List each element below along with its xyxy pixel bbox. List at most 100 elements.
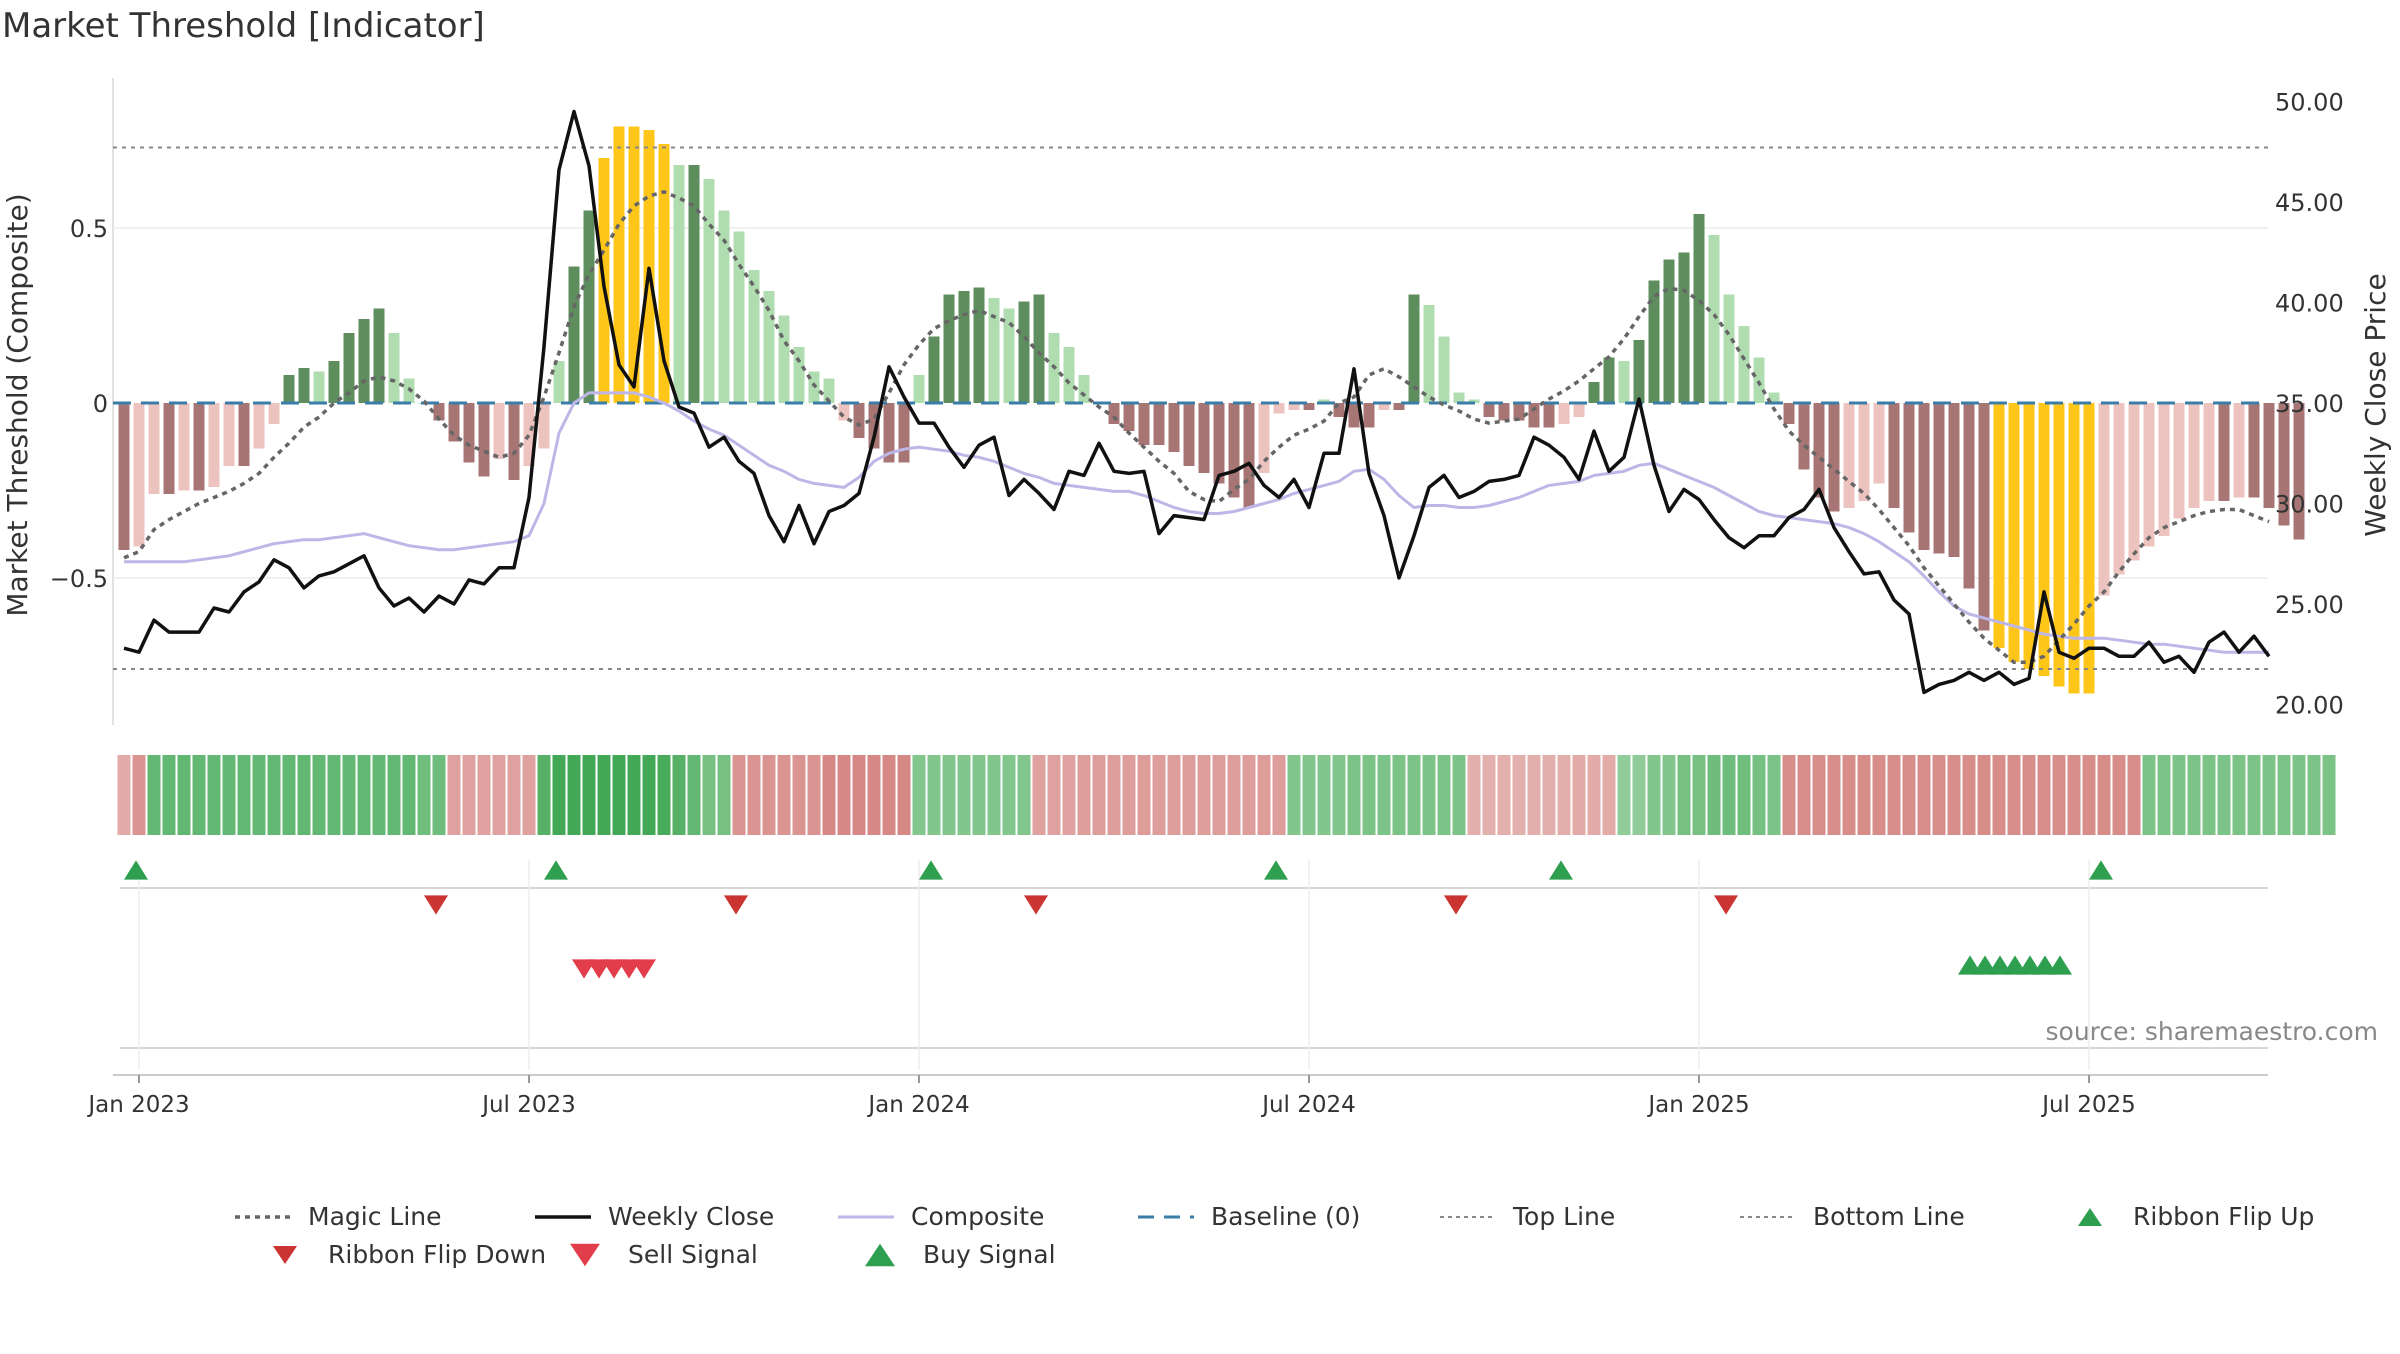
composite-bar: [1483, 403, 1495, 417]
ribbon-cell: [1077, 755, 1091, 835]
composite-bar: [2053, 403, 2065, 687]
ribbon-cell: [252, 755, 266, 835]
chart-title: Market Threshold [Indicator]: [2, 6, 485, 46]
ribbon-cell: [2247, 755, 2261, 835]
ribbon-cell: [2112, 755, 2126, 835]
ribbon-flip-up-marker: [1264, 860, 1288, 880]
ribbon-cell: [2217, 755, 2231, 835]
ribbon-cell: [1707, 755, 1721, 835]
composite-bar: [1843, 403, 1855, 508]
composite-bar: [898, 403, 910, 463]
ribbon-cell: [1137, 755, 1151, 835]
composite-bar: [673, 165, 685, 403]
composite-bars: [118, 126, 2305, 694]
composite-bar: [118, 403, 130, 550]
composite-bar: [1723, 294, 1735, 403]
composite-bar: [538, 403, 550, 449]
ribbon-cell: [1287, 755, 1301, 835]
ribbon-cell: [1032, 755, 1046, 835]
x-tick-label: Jan 2025: [1646, 1092, 1749, 1118]
ribbon-cell: [1857, 755, 1871, 835]
ribbon-cell: [807, 755, 821, 835]
composite-bar: [193, 403, 205, 491]
composite-bar: [508, 403, 520, 480]
composite-bar: [2023, 403, 2035, 669]
composite-bar: [973, 287, 985, 403]
ribbon-cell: [1902, 755, 1916, 835]
composite-bar: [1378, 403, 1390, 410]
ribbon-cell: [732, 755, 746, 835]
legend-label: Weekly Close: [608, 1202, 774, 1231]
composite-bar: [1678, 252, 1690, 403]
ribbon-cell: [747, 755, 761, 835]
right-tick-label: 50.00: [2275, 89, 2344, 117]
composite-bar: [928, 336, 940, 403]
ribbon-cell: [222, 755, 236, 835]
ribbon-flip-up-marker: [544, 860, 568, 880]
ribbon-cell: [2157, 755, 2171, 835]
composite-bar: [1858, 403, 1870, 501]
right-tick-label: 30.00: [2275, 491, 2344, 519]
ribbon-cell: [1917, 755, 1931, 835]
ribbon-cell: [1692, 755, 1706, 835]
ribbon-cell: [372, 755, 386, 835]
legend-swatch-marker: [273, 1246, 297, 1264]
ribbon-cell: [837, 755, 851, 835]
composite-bar: [1393, 403, 1405, 410]
composite-bar: [1423, 305, 1435, 403]
ribbon-cell: [2037, 755, 2051, 835]
y-axis-left-label: Market Threshold (Composite): [1, 193, 34, 616]
composite-bar: [283, 375, 295, 403]
ribbon-cell: [642, 755, 656, 835]
composite-bar: [763, 291, 775, 403]
composite-bar: [1318, 399, 1330, 403]
ribbon-cell: [1227, 755, 1241, 835]
ribbon-cell: [987, 755, 1001, 835]
composite-bar: [1138, 403, 1150, 445]
ribbon-cell: [1017, 755, 1031, 835]
composite-bar: [1018, 301, 1030, 403]
ribbon-cell: [942, 755, 956, 835]
ribbon-cell: [972, 755, 986, 835]
composite-bar: [1513, 403, 1525, 421]
composite-bar: [1528, 403, 1540, 428]
legend-item: Ribbon Flip Down: [273, 1240, 546, 1269]
ribbon-cell: [2022, 755, 2036, 835]
ribbon-cell: [2142, 755, 2156, 835]
composite-bar: [1228, 403, 1240, 498]
ribbon-cell: [1662, 755, 1676, 835]
legend-item: Magic Line: [235, 1202, 442, 1231]
ribbon-cell: [1797, 755, 1811, 835]
right-tick-label: 45.00: [2275, 189, 2344, 217]
ribbon-cell: [1737, 755, 1751, 835]
ribbon-cell: [492, 755, 506, 835]
ribbon-cell: [1062, 755, 1076, 835]
ribbon-cell: [927, 755, 941, 835]
composite-bar: [2218, 403, 2230, 501]
ribbon-cell: [2187, 755, 2201, 835]
composite-bar: [2113, 403, 2125, 575]
ribbon-cell: [477, 755, 491, 835]
ribbon-cell: [1182, 755, 1196, 835]
ribbon-cell: [207, 755, 221, 835]
x-tick-label: Jan 2024: [866, 1092, 969, 1118]
composite-bar: [853, 403, 865, 438]
composite-bar: [793, 347, 805, 403]
composite-bar: [823, 378, 835, 403]
composite-bar: [1468, 399, 1480, 403]
composite-bar: [718, 210, 730, 403]
x-axis: Jan 2023 Jul 2023 Jan 2024 Jul 2024 Jan 2025…: [86, 1074, 2268, 1118]
composite-bar: [328, 361, 340, 403]
ribbon-flip-down-marker: [724, 895, 748, 915]
ribbon-cell: [417, 755, 431, 835]
composite-bar: [988, 298, 1000, 403]
composite-bar: [958, 291, 970, 403]
composite-bar: [253, 403, 265, 449]
ribbon-cell: [702, 755, 716, 835]
ribbon-cell: [672, 755, 686, 835]
ribbon-cell: [1272, 755, 1286, 835]
ribbon-cell: [132, 755, 146, 835]
composite-bar: [2293, 403, 2305, 540]
ribbon-cell: [267, 755, 281, 835]
composite-bar: [1153, 403, 1165, 445]
